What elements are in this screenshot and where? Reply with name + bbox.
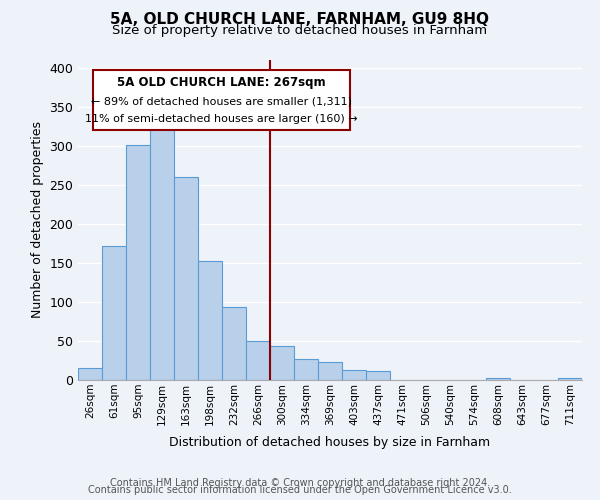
Text: 5A, OLD CHURCH LANE, FARNHAM, GU9 8HQ: 5A, OLD CHURCH LANE, FARNHAM, GU9 8HQ — [110, 12, 490, 28]
Bar — [126, 145, 150, 380]
Bar — [558, 378, 582, 380]
Bar — [150, 124, 174, 380]
Bar — [318, 362, 342, 380]
Text: 11% of semi-detached houses are larger (160) →: 11% of semi-detached houses are larger (… — [85, 114, 358, 124]
X-axis label: Distribution of detached houses by size in Farnham: Distribution of detached houses by size … — [169, 436, 491, 449]
Bar — [486, 378, 510, 380]
Text: Contains public sector information licensed under the Open Government Licence v3: Contains public sector information licen… — [88, 485, 512, 495]
Bar — [102, 246, 126, 380]
Text: Size of property relative to detached houses in Farnham: Size of property relative to detached ho… — [112, 24, 488, 37]
Bar — [174, 177, 198, 380]
Bar — [342, 370, 366, 380]
Text: ← 89% of detached houses are smaller (1,311): ← 89% of detached houses are smaller (1,… — [91, 96, 352, 106]
Bar — [222, 308, 246, 380]
Bar — [366, 372, 390, 380]
Bar — [270, 346, 294, 380]
Bar — [78, 368, 102, 380]
Text: 5A OLD CHURCH LANE: 267sqm: 5A OLD CHURCH LANE: 267sqm — [118, 76, 326, 90]
FancyBboxPatch shape — [93, 70, 350, 130]
Bar — [198, 260, 222, 380]
Text: Contains HM Land Registry data © Crown copyright and database right 2024.: Contains HM Land Registry data © Crown c… — [110, 478, 490, 488]
Bar — [246, 341, 270, 380]
Bar — [294, 359, 318, 380]
Y-axis label: Number of detached properties: Number of detached properties — [31, 122, 44, 318]
